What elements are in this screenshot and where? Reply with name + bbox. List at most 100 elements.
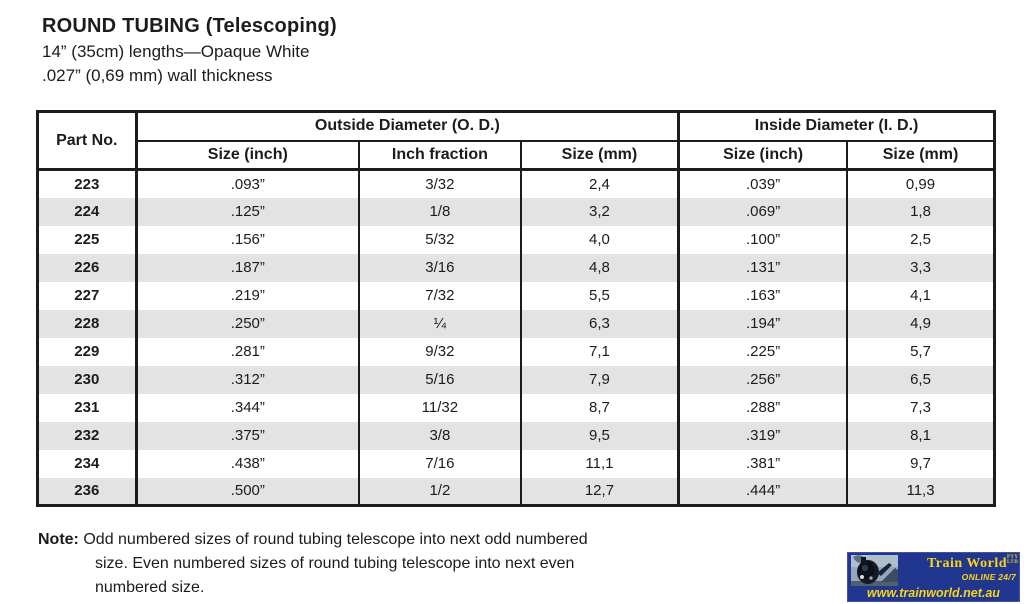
id-size-inch-cell: .288” [677,393,848,422]
id-size-inch-cell: .163” [677,281,848,310]
part-no-cell: 236 [74,482,100,500]
subtitle-lengths: 14” (35cm) lengths—Opaque White [42,42,310,61]
part-no-cell: 232 [74,427,100,444]
od-inch-fraction-cell: 3/16 [358,253,521,282]
table-row: 223 .093” 3/32 2,4 .039” 0,99 [38,169,995,198]
od-inch-fraction-cell: 1/2 [358,477,521,506]
col-header-od-size-inch: Size (inch) [134,140,360,171]
od-size-inch-cell: .156” [134,225,360,254]
note-block: Note: Odd numbered sizes of round tubing… [38,528,618,600]
od-inch-fraction-cell: 5/16 [358,365,521,394]
page-title: ROUND TUBING (Telescoping) [42,15,337,37]
part-no-cell: 223 [74,175,100,193]
trainworld-logo[interactable]: Train WorldPTY LTD ONLINE 24/7 www.train… [847,552,1020,602]
id-size-mm-cell: 8,1 [846,421,995,450]
logo-top-row: Train WorldPTY LTD ONLINE 24/7 [848,553,1019,586]
od-inch-fraction-cell: 11/32 [358,393,521,422]
table-row: 228 .250” ¼ 6,3 .194” 4,9 [37,309,995,338]
od-size-mm-cell: 2,4 [519,169,679,198]
od-size-mm-cell: 4,8 [519,253,679,282]
title-block: ROUND TUBING (Telescoping) 14” (35cm) le… [42,13,337,88]
id-size-inch-cell: .319” [677,421,848,450]
id-size-mm-cell: 1,8 [846,197,995,226]
od-size-mm-cell: 7,1 [519,337,679,366]
id-size-mm-cell: 6,5 [846,365,995,394]
od-size-mm-cell: 4,0 [519,225,679,254]
logo-brand-wrap: Train WorldPTY LTD ONLINE 24/7 [902,555,1019,582]
od-inch-fraction-cell: 3/32 [358,169,521,198]
id-size-mm-cell: 2,5 [846,225,995,254]
col-header-od-inch-fraction: Inch fraction [358,140,521,171]
subtitle-wall-thickness: .027” (0,69 mm) wall thickness [42,66,273,85]
od-size-mm-cell: 6,3 [519,309,679,338]
od-inch-fraction-cell: 9/32 [358,337,521,366]
id-size-inch-cell: .444” [677,477,848,506]
col-group-outside-diameter: Outside Diameter (O. D.) [134,111,679,142]
tubing-spec-table: Part No. Outside Diameter (O. D.) Inside… [36,110,996,507]
steam-train-photo [851,555,898,586]
od-size-inch-cell: .093” [134,169,360,198]
od-size-mm-cell: 9,5 [519,421,679,450]
od-size-inch-cell: .281” [134,337,360,366]
id-size-mm-cell: 0,99 [846,169,995,198]
id-size-inch-cell: .194” [677,309,848,338]
part-no-cell: 230 [74,371,100,388]
od-inch-fraction-cell: 7/16 [358,449,521,478]
part-no-cell: 228 [74,315,100,332]
table-row: 231 .344” 11/32 8,7 .288” 7,3 [38,393,995,422]
id-size-inch-cell: .256” [677,365,848,394]
logo-brand-text: Train WorldPTY LTD [926,555,1019,571]
part-no-cell: 234 [74,455,100,472]
od-inch-fraction-cell: 5/32 [358,225,521,254]
id-size-mm-cell: 7,3 [846,393,995,422]
col-header-part-no: Part No. [37,111,137,171]
id-size-inch-cell: .131” [677,253,848,282]
od-size-inch-cell: .187” [134,253,360,282]
od-size-inch-cell: .500” [134,477,360,506]
part-no-cell: 229 [74,343,100,360]
col-group-inside-diameter: Inside Diameter (I. D.) [677,111,995,142]
note-paragraph: Note: Odd numbered sizes of round tubing… [38,528,618,600]
note-label: Note: [38,531,79,548]
od-size-inch-cell: .125” [134,197,360,226]
logo-tagline: ONLINE 24/7 [961,572,1016,582]
id-size-mm-cell: 4,1 [846,281,995,310]
id-size-mm-cell: 11,3 [846,477,995,506]
table-row: 229 .281” 9/32 7,1 .225” 5,7 [38,337,995,366]
id-size-inch-cell: .100” [677,225,848,254]
od-size-inch-cell: .344” [134,393,360,422]
od-size-mm-cell: 8,7 [519,393,679,422]
id-size-inch-cell: .039” [677,169,848,198]
od-size-inch-cell: .438” [134,449,360,478]
part-no-cell: 231 [74,399,100,416]
col-header-id-size-inch: Size (inch) [677,140,848,171]
logo-url[interactable]: www.trainworld.net.au [867,586,1000,600]
od-inch-fraction-cell: 1/8 [358,197,521,226]
table-header: Part No. Outside Diameter (O. D.) Inside… [37,111,995,171]
od-inch-fraction-cell: 7/32 [358,281,521,310]
od-size-inch-cell: .375” [134,421,360,450]
table-row: 225 .156” 5/32 4,0 .100” 2,5 [38,225,995,254]
id-size-mm-cell: 9,7 [846,449,995,478]
logo-brand-suffix: PTY LTD [1007,555,1019,565]
id-size-mm-cell: 5,7 [846,337,995,366]
table-row: 227 .219” 7/32 5,5 .163” 4,1 [38,281,995,310]
note-text: Odd numbered sizes of round tubing teles… [83,531,588,596]
table-body: 223 .093” 3/32 2,4 .039” 0,99 224 .125” … [37,169,995,506]
id-size-mm-cell: 3,3 [846,253,995,282]
table-row: 224 .125” 1/8 3,2 .069” 1,8 [37,197,995,226]
table-row: 234 .438” 7/16 11,1 .381” 9,7 [38,449,995,478]
od-size-mm-cell: 11,1 [519,449,679,478]
table-row: 226 .187” 3/16 4,8 .131” 3,3 [37,253,995,282]
od-size-mm-cell: 5,5 [519,281,679,310]
od-inch-fraction-cell: ¼ [358,309,521,338]
col-header-id-size-mm: Size (mm) [846,140,995,171]
od-size-inch-cell: .312” [134,365,360,394]
table-row: 230 .312” 5/16 7,9 .256” 6,5 [37,365,995,394]
part-no-cell: 227 [74,287,100,304]
id-size-inch-cell: .225” [677,337,848,366]
col-header-od-size-mm: Size (mm) [519,140,679,171]
id-size-inch-cell: .381” [677,449,848,478]
table-row: 232 .375” 3/8 9,5 .319” 8,1 [37,421,995,450]
